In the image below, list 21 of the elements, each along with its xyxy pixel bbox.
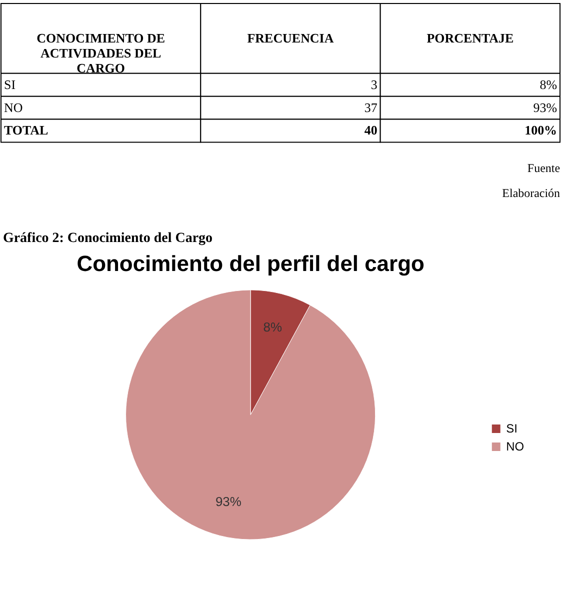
text: Fuente bbox=[527, 161, 560, 176]
text: 100% bbox=[524, 122, 558, 138]
data-label: 93% bbox=[215, 494, 242, 509]
text: 93% bbox=[533, 100, 558, 115]
data-label: 8% bbox=[263, 320, 283, 335]
text: FRECUENCIA bbox=[247, 30, 334, 46]
chart-title: Conocimiento del perfil del cargo bbox=[76, 251, 424, 276]
text: TOTAL bbox=[4, 122, 49, 138]
pie-slice bbox=[126, 290, 376, 540]
legend-label: NO bbox=[506, 440, 524, 454]
text: Elaboración bbox=[502, 186, 560, 200]
text: 3 bbox=[370, 76, 378, 92]
text: PORCENTAJE bbox=[426, 30, 514, 46]
text: SI bbox=[4, 76, 16, 92]
text: 8% bbox=[540, 76, 558, 92]
text: Gráfico 2: Conocimiento del Cargo bbox=[2, 231, 212, 246]
text: CONOCIMIENTO DE ACTIVIDADES DEL CARGO bbox=[36, 30, 166, 76]
legend-label: SI bbox=[506, 422, 518, 436]
text: NO bbox=[4, 100, 23, 115]
text: 40 bbox=[364, 122, 378, 138]
text: 37 bbox=[364, 100, 378, 115]
